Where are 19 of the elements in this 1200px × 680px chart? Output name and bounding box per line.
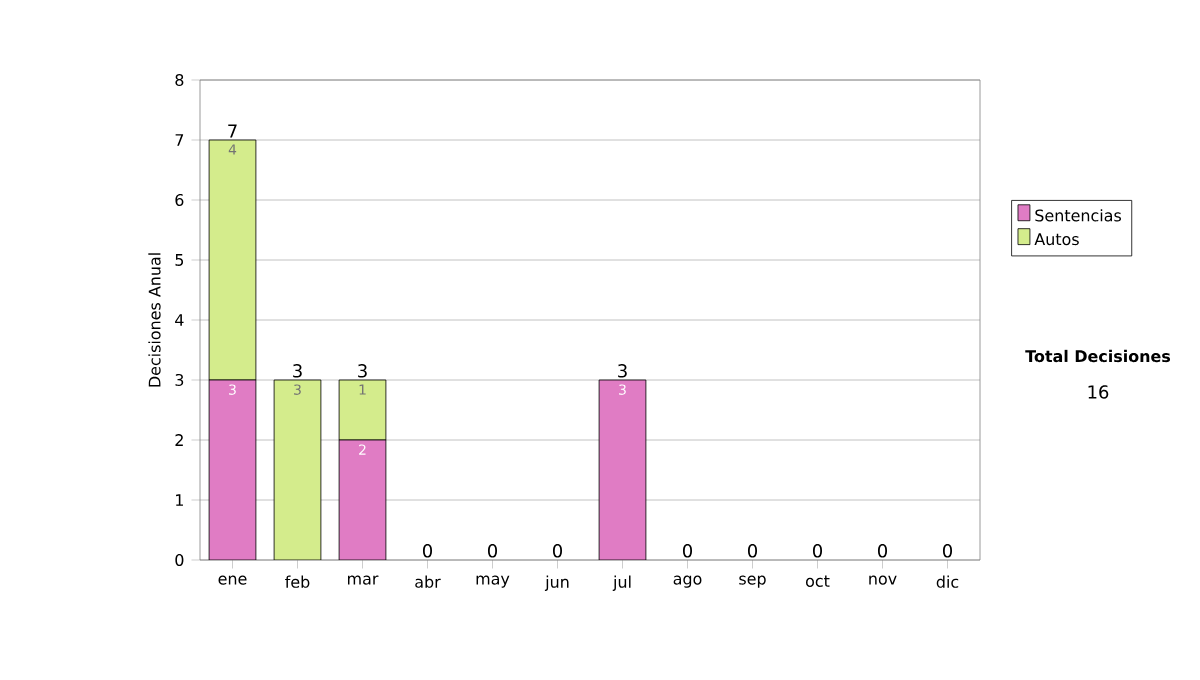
bar <box>598 379 647 560</box>
total-label: 0 <box>747 544 758 558</box>
total-label: 0 <box>877 544 888 558</box>
total-label: 0 <box>682 544 693 558</box>
bar <box>208 139 257 381</box>
bar <box>208 379 257 560</box>
text: 16 <box>1088 385 1109 399</box>
total-label: 0 <box>942 544 953 558</box>
total-label: 7 <box>228 124 237 138</box>
total-label: 0 <box>552 544 563 558</box>
bar <box>338 439 387 560</box>
total-label: 0 <box>812 544 823 558</box>
total-label: 0 <box>422 544 433 558</box>
total-label: 3 <box>618 364 627 378</box>
total-label: 3 <box>358 364 367 378</box>
bar <box>273 379 322 560</box>
bar <box>338 379 387 441</box>
total-label: 3 <box>293 364 302 378</box>
total-label: 0 <box>487 544 498 558</box>
